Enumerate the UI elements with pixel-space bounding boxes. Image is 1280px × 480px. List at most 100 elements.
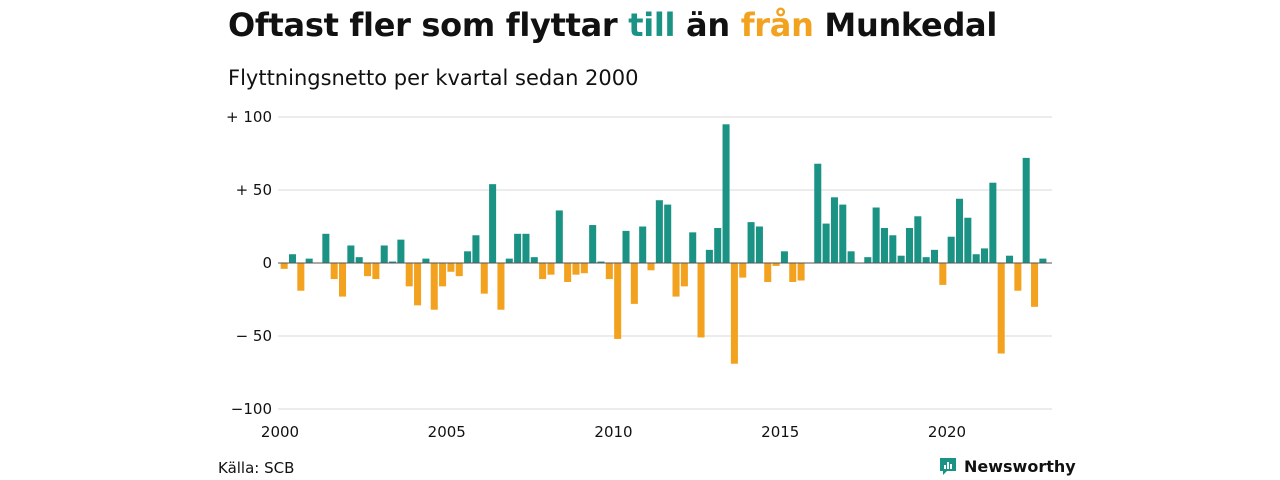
bar-negative: [730, 263, 738, 364]
title-word-out: från: [740, 6, 814, 44]
bar-positive: [597, 261, 605, 263]
bar-negative: [680, 263, 688, 287]
bar-negative: [414, 263, 422, 306]
bar-positive: [505, 258, 513, 263]
bar-negative: [580, 263, 588, 274]
bar-negative: [939, 263, 947, 285]
bar-positive: [847, 251, 855, 263]
bars: [278, 124, 1052, 364]
bar-positive: [947, 236, 955, 263]
bar-negative: [547, 263, 555, 275]
bar-positive: [655, 200, 663, 263]
bar-negative: [280, 263, 288, 269]
bar-positive: [305, 258, 313, 263]
bar-positive: [755, 226, 763, 263]
bar-positive: [689, 232, 697, 263]
bar-negative: [772, 263, 780, 266]
bar-positive: [389, 261, 397, 263]
bar-positive: [714, 227, 722, 263]
x-axis-labels: 2000 2005 2010 2015 2020: [261, 423, 966, 441]
bar-negative: [739, 263, 747, 278]
bar-negative: [697, 263, 705, 338]
bar-positive: [955, 198, 964, 263]
brand-name: Newsworthy: [964, 456, 1076, 476]
bar-negative: [372, 263, 380, 280]
bar-positive: [555, 210, 563, 263]
bar-positive: [889, 235, 897, 263]
bar-positive: [989, 182, 997, 263]
bar-positive: [380, 245, 388, 263]
y-tick-label: −100: [231, 400, 272, 418]
bar-negative: [339, 263, 347, 297]
bar-negative: [997, 263, 1005, 354]
bar-positive: [639, 226, 647, 263]
bar-negative: [605, 263, 613, 280]
x-tick-label: 2005: [428, 423, 466, 441]
brand: Newsworthy: [938, 456, 1076, 476]
x-tick-label: 2015: [761, 423, 799, 441]
bar-negative: [364, 263, 372, 277]
title-word-in: till: [628, 6, 676, 44]
source-note: Källa: SCB: [218, 459, 295, 477]
y-tick-label: − 50: [236, 327, 272, 345]
bar-negative: [564, 263, 572, 282]
y-tick-label: + 100: [226, 108, 272, 126]
bar-negative: [614, 263, 622, 339]
bar-negative: [297, 263, 305, 291]
bar-negative: [430, 263, 438, 310]
y-axis-labels: + 100 + 50 0 − 50 −100: [226, 108, 272, 418]
bar-positive: [397, 239, 405, 263]
bar-positive: [972, 254, 980, 263]
bar-negative: [764, 263, 772, 282]
bar-positive: [288, 254, 297, 263]
bar-positive: [922, 257, 930, 263]
x-tick-label: 2000: [261, 423, 299, 441]
bar-positive: [530, 257, 538, 263]
title-part-1: Oftast fler som flyttar: [228, 6, 629, 44]
bar-negative: [480, 263, 488, 294]
bar-negative: [497, 263, 505, 310]
y-tick-label: + 50: [236, 181, 272, 199]
bar-negative: [1031, 263, 1039, 307]
bar-positive: [355, 257, 363, 263]
title-part-3: Munkedal: [813, 6, 998, 44]
title-part-2: än: [675, 6, 741, 44]
bar-positive: [1039, 258, 1047, 263]
bar-positive: [622, 230, 630, 263]
y-tick-label: 0: [262, 254, 272, 272]
bar-positive: [347, 245, 355, 263]
bar-positive: [880, 227, 888, 263]
bar-positive: [872, 207, 880, 263]
bar-positive: [1006, 255, 1014, 263]
bar-negative: [539, 263, 547, 280]
bar-positive: [930, 249, 939, 263]
bar-negative: [330, 263, 338, 280]
bar-negative: [789, 263, 797, 282]
bar-negative: [672, 263, 680, 297]
bar-positive: [914, 216, 922, 263]
bar-positive: [664, 204, 672, 263]
bar-negative: [439, 263, 447, 287]
bar-positive: [472, 235, 480, 263]
bar-positive: [814, 163, 822, 263]
bar-positive: [722, 124, 730, 263]
bar-positive: [864, 257, 872, 263]
bar-positive: [822, 223, 830, 263]
bar-positive: [522, 233, 530, 263]
bar-positive: [1022, 157, 1030, 263]
bar-negative: [447, 263, 455, 272]
bar-negative: [455, 263, 463, 277]
bar-positive: [830, 197, 838, 263]
bar-positive: [780, 251, 788, 263]
bar-positive: [964, 217, 972, 263]
bar-positive: [905, 227, 913, 263]
bar-negative: [1014, 263, 1022, 291]
chart-title: Oftast fler som flyttar till än från Mun…: [228, 6, 997, 44]
bar-negative: [572, 263, 580, 275]
bar-positive: [981, 248, 989, 263]
bar-positive: [747, 222, 755, 263]
bar-positive: [839, 204, 847, 263]
bar-negative: [405, 263, 413, 287]
bar-negative: [647, 263, 655, 271]
